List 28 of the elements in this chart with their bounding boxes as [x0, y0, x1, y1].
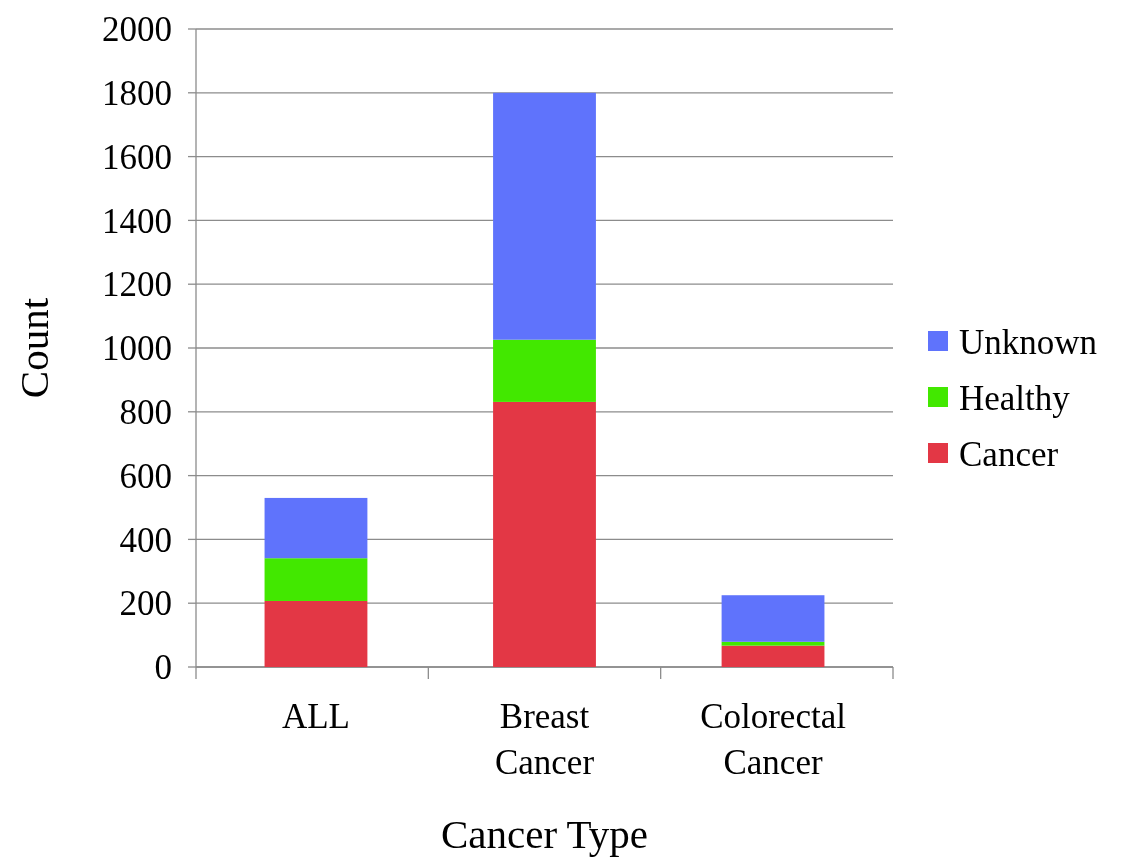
legend-label: Healthy — [959, 379, 1071, 419]
y-tick-label: 600 — [119, 456, 172, 496]
x-tick-label: ALL — [281, 697, 350, 736]
y-tick-label: 1000 — [102, 329, 172, 369]
legend-label: Cancer — [959, 435, 1059, 475]
legend-label: Unknown — [959, 323, 1098, 363]
y-tick-label: 1400 — [102, 201, 172, 241]
bar — [493, 401, 596, 667]
y-tick-label: 1800 — [102, 74, 172, 114]
x-tick-label: Colorectal Cancer — [700, 697, 847, 782]
y-tick-label: 1600 — [102, 137, 172, 177]
y-tick-label: 2000 — [102, 10, 172, 50]
bar — [721, 641, 825, 646]
bar — [493, 92, 596, 340]
bar — [264, 600, 368, 667]
y-tick-label: 200 — [119, 584, 172, 624]
y-tick-label: 400 — [119, 520, 172, 560]
y-tick-label: 0 — [154, 648, 172, 688]
x-axis-title: Cancer Type — [441, 811, 648, 857]
bar — [493, 339, 596, 402]
bar — [721, 645, 825, 667]
y-axis-title: Count — [11, 297, 57, 399]
bar — [264, 558, 368, 601]
y-tick-label: 1200 — [102, 265, 172, 305]
x-tick-label: Breast Cancer — [494, 697, 595, 782]
bar — [264, 497, 368, 559]
bar — [721, 595, 825, 642]
y-tick-label: 800 — [119, 393, 172, 433]
